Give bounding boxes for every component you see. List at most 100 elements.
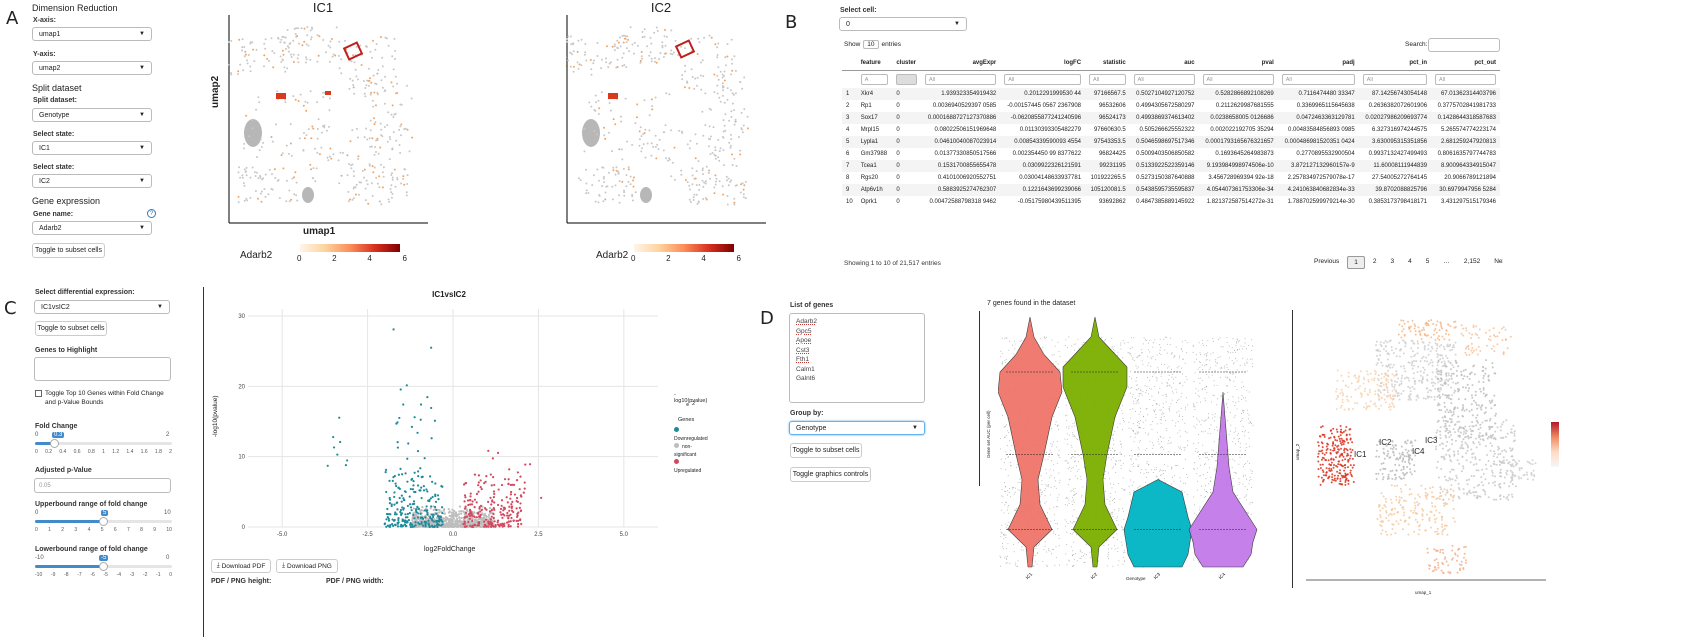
select-cell-dropdown[interactable]: 0 ▼: [839, 17, 967, 31]
page-length-select[interactable]: 10: [863, 40, 879, 49]
gene-list-textarea[interactable]: Adarb2 Gpc5 Apoe Cst3 Fth1 Calm1 Galnt6: [789, 313, 925, 403]
gene-list-item: Cst3: [796, 346, 810, 354]
top10-checkbox[interactable]: [35, 390, 42, 397]
table-cell: 0.2012291999530 44: [1000, 88, 1086, 100]
yaxis-label: Y-axis:: [33, 51, 56, 58]
table-row[interactable]: 8 Rgs20 0 0.4101006920552751 0.0300414863393…: [842, 172, 1500, 184]
page-button[interactable]: 2,152: [1463, 258, 1481, 265]
page-button[interactable]: 1: [1347, 256, 1365, 269]
page-button[interactable]: 4: [1408, 258, 1412, 265]
group-label-ic4: IC4: [1412, 447, 1425, 456]
page-button[interactable]: 2: [1372, 258, 1377, 265]
column-filter-input[interactable]: All: [1362, 73, 1428, 85]
col-padj[interactable]: padj: [1277, 56, 1359, 71]
umap-groups-ylabel: umap_2: [1295, 443, 1300, 460]
y-tick-label: 30: [238, 314, 245, 320]
upperbound-slider[interactable]: 0 5 10 0 1 2 3 4 5 6 7 8 9 10: [35, 509, 172, 535]
table-cell: 0.5438595735595837: [1129, 184, 1199, 196]
state2-select[interactable]: IC2 ▼: [32, 174, 152, 188]
table-row[interactable]: 10 Oprk1 0 0.00472588798318 9462 -0.05175980…: [842, 196, 1500, 208]
table-cell: 0.5282866892108269: [1198, 88, 1278, 100]
select-de-dropdown[interactable]: IC1vsIC2 ▼: [34, 300, 170, 314]
toggle-subset-button-c[interactable]: Toggle to subset cells: [35, 321, 107, 336]
table-row[interactable]: 7 Tcea1 0 0.1531700855655478 0.0309922326121…: [842, 160, 1500, 172]
gene-list-item: Calm1: [796, 365, 815, 373]
download-png-button[interactable]: ⤓ Download PNG: [276, 559, 338, 573]
table-row[interactable]: 3 Sox17 0 0.0001688727127370886 -0.062085587…: [842, 112, 1500, 124]
column-filter-input[interactable]: All: [1089, 73, 1126, 85]
toggle-subset-button-d[interactable]: Toggle to subset cells: [790, 443, 862, 458]
lowerbound-handle[interactable]: [99, 562, 108, 571]
column-filter-input[interactable]: All: [925, 73, 997, 85]
pdf-width-label: PDF / PNG width:: [326, 578, 384, 585]
toggle-graphics-button[interactable]: Toggle graphics controls: [790, 467, 871, 482]
page-button[interactable]: 3: [1390, 258, 1395, 265]
table-cell: 67.01362314403796: [1431, 88, 1500, 100]
upperbound-handle[interactable]: [99, 517, 108, 526]
x-tick-label: -2.5: [362, 532, 373, 538]
table-cell: 1.788702599979214e-30: [1287, 199, 1355, 205]
state1-select[interactable]: IC1 ▼: [32, 141, 152, 155]
table-cell: 0.1531700855655478: [921, 160, 1001, 172]
show-label: Show: [844, 41, 861, 48]
column-filter-input[interactable]: All: [1202, 73, 1274, 85]
column-filter-input[interactable]: All: [1281, 73, 1355, 85]
column-filter-input[interactable]: [896, 73, 918, 85]
slider-tick: -1: [156, 572, 161, 578]
toggle-subset-button-a[interactable]: Toggle to subset cells: [32, 243, 105, 258]
panel-label-a: A: [6, 8, 19, 29]
col-feature[interactable]: feature: [856, 56, 893, 71]
fold-change-handle[interactable]: [50, 439, 59, 448]
table-cell: 11.60008111944839: [1358, 160, 1432, 172]
genes-highlight-textarea[interactable]: [34, 357, 171, 381]
state1-value: IC1: [39, 144, 50, 152]
gene-select[interactable]: Adarb2 ▼: [32, 221, 152, 235]
gene-label: Gene name:: [33, 211, 74, 218]
slider-tick: 4: [87, 527, 91, 533]
column-filter-input[interactable]: A: [860, 73, 889, 85]
padj-input[interactable]: 0.05: [34, 478, 171, 493]
table-cell: 0.002022192705 35294: [1210, 127, 1274, 133]
page-button[interactable]: Next: [1494, 258, 1503, 265]
col-cluster[interactable]: cluster: [892, 56, 922, 71]
column-filter-input[interactable]: All: [1133, 73, 1195, 85]
gene-list-item: Fth1: [796, 356, 810, 363]
col-avgexpr[interactable]: avgExpr: [921, 56, 1001, 71]
page-button[interactable]: Previous: [1314, 258, 1340, 265]
table-row[interactable]: 1 Xkr4 0 1.939323354919432 0.2012291999530 4…: [842, 88, 1500, 100]
col-logfc[interactable]: logFC: [1000, 56, 1086, 71]
xaxis-select[interactable]: umap1 ▼: [32, 27, 152, 41]
search-input[interactable]: [1428, 38, 1500, 52]
col-auc[interactable]: auc: [1129, 56, 1199, 71]
table-row[interactable]: 5 Lypla1 0 0.04610040087023914 0.00854339590…: [842, 136, 1500, 148]
upperbound-min: 0: [35, 510, 39, 516]
table-row[interactable]: 2 Rp1 0 0.0036940529397 0585 -0.00157445 056…: [842, 100, 1500, 112]
col-statistic[interactable]: statistic: [1085, 56, 1130, 71]
table-row[interactable]: 4 Mrpl15 0 0.08022506151969648 0.01130393305…: [842, 124, 1500, 136]
lowerbound-value: -5: [99, 555, 109, 561]
question-circle-icon[interactable]: ?: [147, 209, 156, 218]
caret-down-icon: ▼: [139, 31, 145, 37]
column-filter-input[interactable]: All: [1435, 73, 1496, 85]
fold-change-slider[interactable]: 0 0.3 2 0 0.2 0.4 0.6 0.8 1 1.2 1.4 1.6 1.8 2: [35, 431, 172, 457]
groupby-select[interactable]: Genotype ▼: [789, 421, 925, 435]
yaxis-select[interactable]: umap2 ▼: [32, 61, 152, 75]
umap-ic2-cells: [566, 26, 749, 206]
col-pct-in[interactable]: pct_in: [1358, 56, 1432, 71]
split-select[interactable]: Genotype ▼: [32, 108, 152, 122]
table-cell: 0.3853173798418171: [1368, 199, 1428, 205]
filter-row: A All All All All All All All All: [842, 70, 1500, 88]
lowerbound-slider[interactable]: -10 -5 0 -10 -9 -8 -7 -6 -5 -4 -3 -2 -1 0: [35, 554, 172, 580]
slider-tick: -2: [142, 572, 148, 578]
col-pct-out[interactable]: pct_out: [1431, 56, 1500, 71]
table-cell: 8: [846, 175, 850, 181]
table-cell: 0: [892, 112, 922, 124]
col-pval[interactable]: pval: [1198, 56, 1278, 71]
select-cell-label: Select cell:: [840, 7, 877, 14]
table-row[interactable]: 9 Atp6v1h 0 0.5883925274762307 0.12216436992…: [842, 184, 1500, 196]
download-pdf-button[interactable]: ⤓ Download PDF: [211, 559, 271, 573]
table-row[interactable]: 6 Gm37988 0 0.01377330850517566 0.002354450 …: [842, 148, 1500, 160]
page-button[interactable]: 5: [1425, 258, 1430, 265]
column-filter-input[interactable]: All: [1004, 73, 1082, 85]
page-button[interactable]: …: [1443, 258, 1450, 265]
